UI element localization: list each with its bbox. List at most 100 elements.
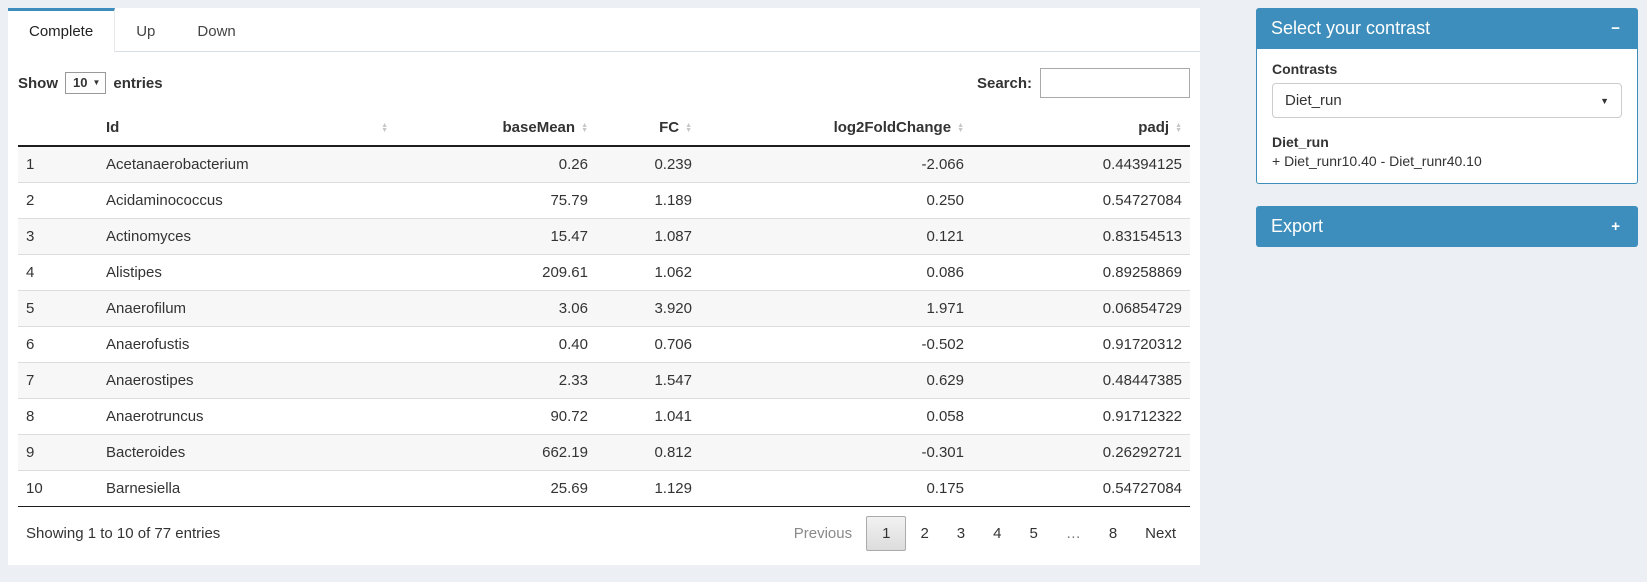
cell-padj: 0.48447385	[972, 362, 1190, 398]
pagination: Previous 1 2 3 4 5 … 8 Next	[780, 516, 1190, 551]
cell-basemean: 90.72	[396, 398, 596, 434]
sort-icon: ▲▼	[1175, 123, 1182, 133]
cell-basemean: 2.33	[396, 362, 596, 398]
tab-complete[interactable]: Complete	[8, 8, 115, 52]
cell-padj: 0.91712322	[972, 398, 1190, 434]
column-label-log2foldchange: log2FoldChange	[834, 119, 952, 136]
contrast-box: Select your contrast − Contrasts Diet_ru…	[1256, 8, 1638, 184]
cell-basemean: 209.61	[396, 254, 596, 290]
cell-padj: 0.83154513	[972, 218, 1190, 254]
chevron-down-icon: ▼	[1600, 96, 1609, 106]
tab-content-complete: Show 10 ▼ entries Search:	[8, 52, 1200, 565]
table-info: Showing 1 to 10 of 77 entries	[18, 525, 220, 542]
search-label: Search:	[977, 75, 1032, 92]
cell-log2foldchange: 0.058	[700, 398, 972, 434]
table-row[interactable]: 6 Anaerofustis 0.40 0.706 -0.502 0.91720…	[18, 326, 1190, 362]
column-header-fc[interactable]: FC ▲▼	[596, 110, 700, 146]
cell-id: Barnesiella	[98, 470, 396, 506]
pagination-page-2[interactable]: 2	[906, 517, 942, 550]
contrast-box-header[interactable]: Select your contrast −	[1256, 8, 1638, 49]
sort-icon: ▲▼	[685, 123, 692, 133]
cell-log2foldchange: -2.066	[700, 146, 972, 182]
tab-bar: Complete Up Down	[8, 8, 1200, 52]
cell-basemean: 0.40	[396, 326, 596, 362]
column-header-id[interactable]: Id ▲▼	[98, 110, 396, 146]
cell-id: Bacteroides	[98, 434, 396, 470]
table-row[interactable]: 5 Anaerofilum 3.06 3.920 1.971 0.0685472…	[18, 290, 1190, 326]
contrast-select-value: Diet_run	[1285, 92, 1342, 109]
cell-fc: 1.062	[596, 254, 700, 290]
search-input[interactable]	[1040, 68, 1190, 98]
sort-icon: ▲▼	[381, 123, 388, 133]
cell-log2foldchange: 0.250	[700, 182, 972, 218]
cell-log2foldchange: 0.175	[700, 470, 972, 506]
column-header-padj[interactable]: padj ▲▼	[972, 110, 1190, 146]
column-label-basemean: baseMean	[503, 119, 576, 136]
table-row[interactable]: 2 Acidaminococcus 75.79 1.189 0.250 0.54…	[18, 182, 1190, 218]
datatable-controls: Show 10 ▼ entries Search:	[18, 68, 1190, 98]
column-header-log2foldchange[interactable]: log2FoldChange ▲▼	[700, 110, 972, 146]
cell-fc: 3.920	[596, 290, 700, 326]
column-label-id: Id	[106, 119, 119, 136]
entries-label: entries	[113, 75, 162, 92]
table-row[interactable]: 9 Bacteroides 662.19 0.812 -0.301 0.2629…	[18, 434, 1190, 470]
contrast-detail-title: Diet_run	[1272, 134, 1622, 150]
pagination-page-5[interactable]: 5	[1015, 517, 1051, 550]
column-header-basemean[interactable]: baseMean ▲▼	[396, 110, 596, 146]
table-row[interactable]: 3 Actinomyces 15.47 1.087 0.121 0.831545…	[18, 218, 1190, 254]
cell-rownum: 7	[18, 362, 98, 398]
tab-up[interactable]: Up	[115, 8, 176, 51]
cell-padj: 0.26292721	[972, 434, 1190, 470]
cell-padj: 0.06854729	[972, 290, 1190, 326]
page-length-select[interactable]: 10 ▼	[65, 72, 106, 94]
collapse-plus-icon[interactable]: +	[1608, 218, 1623, 235]
export-box-header[interactable]: Export +	[1256, 206, 1638, 247]
page-length-control: Show 10 ▼ entries	[18, 72, 163, 94]
cell-id: Actinomyces	[98, 218, 396, 254]
cell-rownum: 5	[18, 290, 98, 326]
collapse-minus-icon[interactable]: −	[1608, 20, 1623, 37]
export-box: Export +	[1256, 206, 1638, 247]
results-table: Id ▲▼ baseMean ▲▼ FC	[18, 110, 1190, 507]
cell-rownum: 9	[18, 434, 98, 470]
chevron-down-icon: ▼	[92, 78, 100, 87]
cell-rownum: 3	[18, 218, 98, 254]
table-row[interactable]: 8 Anaerotruncus 90.72 1.041 0.058 0.9171…	[18, 398, 1190, 434]
show-label: Show	[18, 75, 58, 92]
column-header-rownum	[18, 110, 98, 146]
column-label-padj: padj	[1138, 119, 1169, 136]
table-row[interactable]: 1 Acetanaerobacterium 0.26 0.239 -2.066 …	[18, 146, 1190, 182]
pagination-page-3[interactable]: 3	[943, 517, 979, 550]
pagination-previous[interactable]: Previous	[780, 517, 866, 550]
cell-id: Anaerofustis	[98, 326, 396, 362]
cell-basemean: 662.19	[396, 434, 596, 470]
cell-rownum: 4	[18, 254, 98, 290]
cell-id: Anaerofilum	[98, 290, 396, 326]
cell-basemean: 15.47	[396, 218, 596, 254]
table-row[interactable]: 4 Alistipes 209.61 1.062 0.086 0.8925886…	[18, 254, 1190, 290]
page-length-value: 10	[73, 75, 87, 90]
contrast-select[interactable]: Diet_run ▼	[1272, 83, 1622, 118]
pagination-next[interactable]: Next	[1131, 517, 1190, 550]
table-row[interactable]: 7 Anaerostipes 2.33 1.547 0.629 0.484473…	[18, 362, 1190, 398]
cell-fc: 1.189	[596, 182, 700, 218]
contrast-detail-formula: + Diet_runr10.40 - Diet_runr40.10	[1272, 153, 1622, 169]
pagination-page-1[interactable]: 1	[866, 516, 906, 551]
cell-fc: 1.547	[596, 362, 700, 398]
cell-basemean: 3.06	[396, 290, 596, 326]
pagination-page-4[interactable]: 4	[979, 517, 1015, 550]
cell-basemean: 25.69	[396, 470, 596, 506]
cell-rownum: 8	[18, 398, 98, 434]
tab-down[interactable]: Down	[176, 8, 256, 51]
column-label-fc: FC	[659, 119, 679, 136]
table-header-row: Id ▲▼ baseMean ▲▼ FC	[18, 110, 1190, 146]
cell-fc: 1.129	[596, 470, 700, 506]
cell-basemean: 0.26	[396, 146, 596, 182]
pagination-page-8[interactable]: 8	[1095, 517, 1131, 550]
cell-fc: 1.087	[596, 218, 700, 254]
cell-fc: 1.041	[596, 398, 700, 434]
table-row[interactable]: 10 Barnesiella 25.69 1.129 0.175 0.54727…	[18, 470, 1190, 506]
table-search: Search:	[977, 68, 1190, 98]
cell-id: Anaerotruncus	[98, 398, 396, 434]
sort-icon: ▲▼	[957, 123, 964, 133]
